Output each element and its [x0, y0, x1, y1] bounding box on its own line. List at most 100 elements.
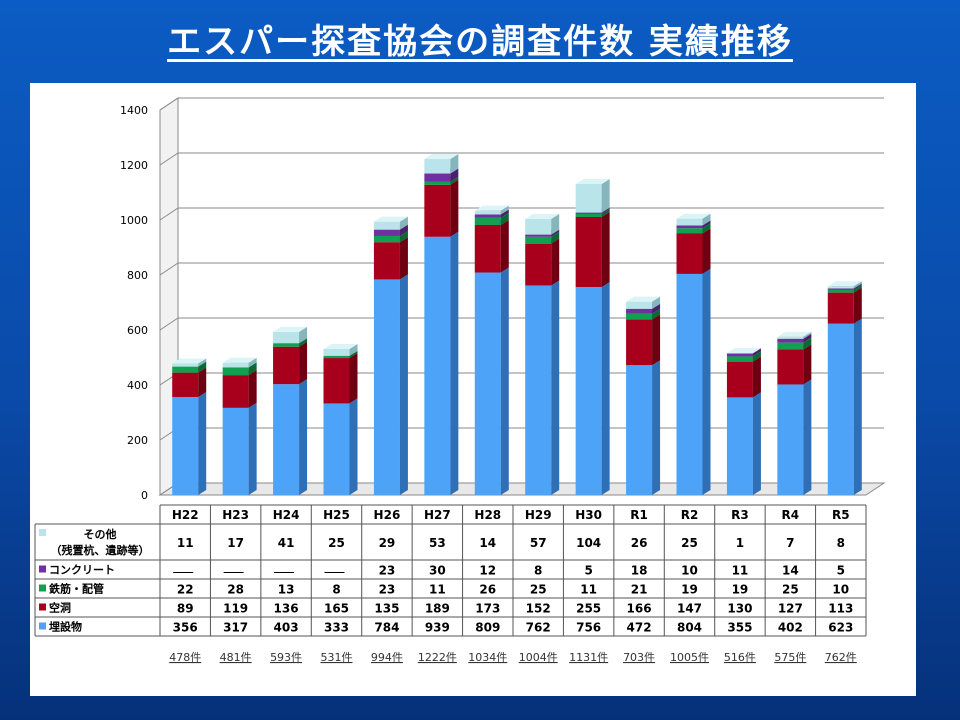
category-label: H24	[273, 508, 300, 522]
category-label: R4	[782, 508, 800, 522]
total-label: 1034件	[468, 651, 507, 664]
bar-side	[752, 351, 761, 362]
legend-label: （残置杭、遺跡等）	[51, 543, 150, 557]
slide-title: エスパー探査協会の調査件数 実績推移	[167, 22, 793, 62]
bar-top	[777, 331, 812, 337]
category-label: R1	[630, 508, 648, 522]
data-label: 472	[627, 621, 652, 635]
data-label: 7	[786, 536, 794, 550]
bar-side	[248, 402, 257, 495]
data-label: 130	[727, 602, 752, 616]
bar-side	[399, 274, 408, 495]
bar-side	[803, 379, 812, 495]
data-label: 10	[681, 564, 698, 578]
bar-side	[198, 361, 207, 373]
bar-side	[399, 230, 408, 243]
bar-segment	[323, 358, 350, 404]
legend-key	[39, 622, 46, 630]
total-label: 481件	[220, 651, 252, 664]
bar-side	[349, 353, 358, 404]
category-label: H23	[222, 508, 249, 522]
data-label: 403	[274, 621, 299, 635]
bar-side	[652, 360, 661, 495]
data-label: 30	[429, 564, 446, 578]
bar-side	[198, 367, 207, 398]
data-label: 762	[526, 621, 551, 635]
gridline	[159, 207, 884, 221]
data-label: 11	[732, 564, 749, 578]
data-label: 11	[429, 583, 446, 597]
bar-top	[626, 296, 661, 302]
total-label: 703件	[623, 651, 655, 664]
legend-label: コンクリート	[49, 564, 115, 577]
y-tick-label: 1000	[120, 214, 148, 227]
y-tick-label: 0	[141, 489, 148, 502]
bar-segment	[222, 367, 249, 376]
bar-top	[827, 281, 862, 287]
bar-top	[222, 357, 257, 363]
bar-side	[500, 205, 509, 215]
data-label: 14	[782, 564, 799, 578]
total-label: 478件	[169, 651, 201, 664]
bar-side	[248, 362, 257, 376]
bar-segment	[777, 342, 804, 350]
category-label: H25	[323, 508, 350, 522]
bar-side	[853, 318, 862, 495]
data-label: 165	[324, 602, 349, 616]
data-label: 25	[681, 536, 698, 550]
data-label: 119	[223, 602, 248, 616]
bar-segment	[575, 287, 602, 495]
bar-side	[500, 219, 509, 273]
gridline	[159, 152, 884, 166]
bar-side	[853, 287, 862, 324]
data-label: 19	[732, 583, 749, 597]
bar-segment	[373, 235, 400, 243]
bar-segment	[827, 288, 854, 290]
y-tick-label: 1400	[120, 104, 148, 117]
data-label: 809	[475, 621, 500, 635]
bar-side	[450, 179, 459, 237]
bar-segment	[525, 218, 552, 235]
bar-top	[424, 153, 459, 159]
data-label: 623	[828, 621, 853, 635]
floor	[158, 482, 886, 496]
bar-segment	[626, 308, 653, 314]
bar-segment	[575, 183, 602, 213]
bar-side	[299, 341, 308, 385]
bar-side	[349, 350, 358, 359]
bar-side	[853, 284, 862, 293]
data-label: 135	[374, 602, 399, 616]
data-label: 89	[177, 602, 194, 616]
bar-segment	[777, 384, 804, 495]
gridline	[159, 317, 884, 331]
bar-side	[349, 343, 358, 356]
bar-top	[676, 213, 711, 219]
bar-segment	[474, 224, 501, 273]
bar-side	[551, 213, 560, 235]
bar-segment	[172, 397, 199, 495]
data-label: 113	[828, 602, 853, 616]
gridline	[159, 97, 884, 111]
bar-segment	[777, 336, 804, 339]
bar-segment	[575, 212, 602, 214]
bar-top	[172, 358, 207, 364]
data-label: 26	[631, 536, 648, 550]
chart-panel: 0 200 400 600 800 1000 1200 1400 H22 H23 H24 H25 H26…	[30, 83, 916, 696]
bar-side	[601, 282, 610, 495]
bar-segment	[626, 319, 653, 366]
data-label: 21	[631, 583, 648, 597]
data-label: 28	[227, 583, 244, 597]
legend-key	[39, 603, 46, 611]
bar-segment	[424, 236, 451, 495]
bar-segment	[676, 228, 703, 234]
bar-segment	[172, 372, 199, 398]
data-label: 8	[332, 583, 340, 597]
bar-side	[299, 326, 308, 344]
bar-segment	[827, 323, 854, 495]
bar-segment	[575, 216, 602, 288]
category-label: H28	[474, 508, 501, 522]
bar-side	[551, 238, 560, 286]
data-label: 189	[425, 602, 450, 616]
data-label: 14	[479, 536, 496, 550]
data-label: 23	[379, 564, 396, 578]
